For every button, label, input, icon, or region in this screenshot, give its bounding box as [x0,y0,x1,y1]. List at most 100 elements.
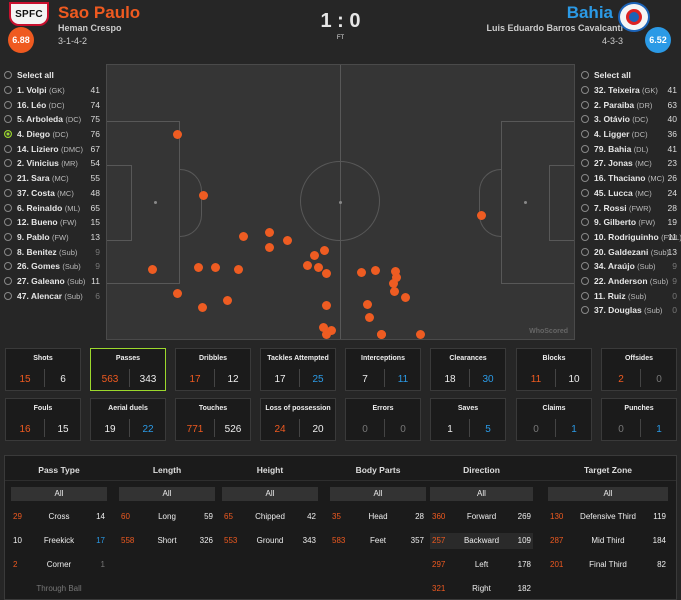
player-row[interactable]: 4. Diego (DC) 76 [4,127,100,142]
player-radio[interactable] [4,247,12,256]
player-row[interactable]: 34. Araújo (Sub) 9 [581,259,677,274]
player-radio[interactable] [4,159,12,168]
stat-box-dribbles[interactable]: Dribbles 17 12 [175,348,251,391]
filter-option[interactable]: Left 297 178 [430,557,533,573]
player-radio[interactable] [581,218,589,227]
select-all-row[interactable]: Select all [581,68,677,83]
player-row[interactable]: 22. Anderson (Sub) 9 [581,274,677,289]
stat-box-tackles-attempted[interactable]: Tackles Attempted 17 25 [260,348,336,391]
player-row[interactable]: 4. Ligger (DC) 36 [581,127,677,142]
player-row[interactable]: 1. Volpi (GK) 41 [4,83,100,98]
pass-marker[interactable] [416,330,426,340]
stat-box-errors[interactable]: Errors 0 0 [345,398,421,441]
player-radio[interactable] [581,71,589,80]
player-radio[interactable] [581,159,589,168]
filter-option[interactable]: Final Third 201 82 [548,557,668,573]
stat-box-passes[interactable]: Passes 563 343 [90,348,166,391]
player-radio[interactable] [581,203,589,212]
pass-marker[interactable] [364,312,374,322]
player-row[interactable]: 47. Alencar (Sub) 6 [4,288,100,303]
stat-box-touches[interactable]: Touches 771 526 [175,398,251,441]
pass-marker[interactable] [391,272,401,282]
player-row[interactable]: 12. Bueno (FW) 15 [4,215,100,230]
player-radio[interactable] [4,203,12,212]
player-row[interactable]: 11. Ruiz (Sub) 0 [581,288,677,303]
player-radio[interactable] [581,232,589,241]
pass-marker[interactable] [319,322,329,332]
filter-option[interactable]: Freekick 10 17 [11,533,107,549]
pass-marker[interactable] [238,232,248,242]
filter-all-button[interactable]: All [119,487,215,501]
pass-marker[interactable] [197,302,207,312]
filter-all-button[interactable]: All [222,487,318,501]
player-row[interactable]: 20. Galdezani (Sub) 13 [581,244,677,259]
stat-box-aerial-duels[interactable]: Aerial duels 19 22 [90,398,166,441]
filter-option[interactable]: Mid Third 287 184 [548,533,668,549]
pass-marker[interactable] [148,264,158,274]
player-row[interactable]: 27. Jonas (MC) 23 [581,156,677,171]
player-radio[interactable] [4,188,12,197]
filter-all-button[interactable]: All [330,487,426,501]
player-radio[interactable] [581,262,589,271]
player-radio[interactable] [581,247,589,256]
pass-marker[interactable] [477,211,487,221]
pass-marker[interactable] [390,286,400,296]
filter-option[interactable]: Corner 2 1 [11,557,107,573]
pass-marker[interactable] [321,269,331,279]
stat-box-blocks[interactable]: Blocks 11 10 [516,348,592,391]
player-radio[interactable] [4,218,12,227]
pass-marker[interactable] [198,191,208,201]
filter-option[interactable]: Short 558 326 [119,533,215,549]
filter-option[interactable]: Defensive Third 130 119 [548,509,668,525]
pass-marker[interactable] [303,260,313,270]
player-radio[interactable] [4,276,12,285]
pass-marker[interactable] [371,266,381,275]
player-radio[interactable] [4,115,12,124]
pass-marker[interactable] [319,246,329,256]
player-radio[interactable] [581,276,589,285]
player-radio[interactable] [4,71,12,80]
player-row[interactable]: 6. Reinaldo (ML) 65 [4,200,100,215]
filter-option[interactable]: Cross 29 14 [11,509,107,525]
filter-option[interactable]: Through Ball [11,581,107,597]
player-radio[interactable] [581,188,589,197]
player-row[interactable]: 21. Sara (MC) 55 [4,171,100,186]
player-radio[interactable] [4,262,12,271]
pass-marker[interactable] [321,300,331,310]
pass-marker[interactable] [310,251,320,261]
player-row[interactable]: 16. Léo (DC) 74 [4,97,100,112]
pass-marker[interactable] [211,262,221,272]
stat-box-clearances[interactable]: Clearances 18 30 [430,348,506,391]
player-radio[interactable] [581,130,589,139]
player-radio[interactable] [4,86,12,95]
filter-option[interactable]: Chipped 65 42 [222,509,318,525]
pass-marker[interactable] [233,264,243,274]
stat-box-shots[interactable]: Shots 15 6 [5,348,81,391]
pass-marker[interactable] [321,330,331,340]
stat-box-saves[interactable]: Saves 1 5 [430,398,506,441]
player-radio[interactable] [581,86,589,95]
filter-all-button[interactable]: All [430,487,533,501]
player-radio[interactable] [4,232,12,241]
player-row[interactable]: 27. Galeano (Sub) 11 [4,274,100,289]
stat-box-fouls[interactable]: Fouls 16 15 [5,398,81,441]
pass-marker[interactable] [376,330,386,340]
stat-box-claims[interactable]: Claims 0 1 [516,398,592,441]
select-all-row[interactable]: Select all [4,68,100,83]
player-row[interactable]: 2. Vinicius (MR) 54 [4,156,100,171]
filter-option[interactable]: Head 35 28 [330,509,426,525]
player-row[interactable]: 37. Costa (MC) 48 [4,186,100,201]
player-row[interactable]: 8. Benitez (Sub) 9 [4,244,100,259]
player-radio[interactable] [4,291,12,300]
pass-marker[interactable] [265,243,275,253]
filter-option[interactable]: Ground 553 343 [222,533,318,549]
pass-marker[interactable] [401,292,411,302]
player-row[interactable]: 9. Pablo (FW) 13 [4,230,100,245]
filter-option[interactable]: Feet 583 357 [330,533,426,549]
player-radio[interactable] [581,291,589,300]
filter-option[interactable]: Backward 257 109 [430,533,533,549]
pass-marker[interactable] [222,295,232,305]
filter-all-button[interactable]: All [548,487,668,501]
filter-option[interactable]: Long 60 59 [119,509,215,525]
player-radio[interactable] [581,174,589,183]
